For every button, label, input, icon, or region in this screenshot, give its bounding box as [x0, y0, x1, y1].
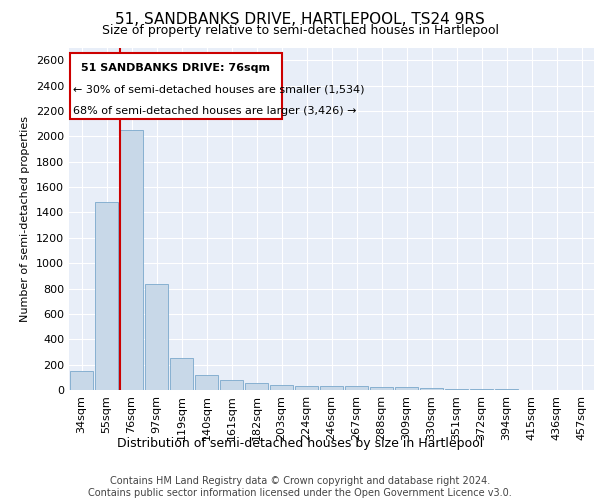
- Bar: [320, 386, 343, 390]
- Bar: [445, 389, 468, 390]
- Text: 51 SANDBANKS DRIVE: 76sqm: 51 SANDBANKS DRIVE: 76sqm: [81, 62, 270, 72]
- Bar: [220, 380, 243, 390]
- Text: 51, SANDBANKS DRIVE, HARTLEPOOL, TS24 9RS: 51, SANDBANKS DRIVE, HARTLEPOOL, TS24 9R…: [115, 12, 485, 28]
- Bar: [70, 371, 93, 390]
- Bar: [295, 386, 318, 390]
- Text: Distribution of semi-detached houses by size in Hartlepool: Distribution of semi-detached houses by …: [117, 438, 483, 450]
- Bar: [145, 284, 168, 390]
- Y-axis label: Number of semi-detached properties: Number of semi-detached properties: [20, 116, 31, 322]
- Bar: [395, 388, 418, 390]
- FancyBboxPatch shape: [70, 52, 281, 118]
- Text: Contains HM Land Registry data © Crown copyright and database right 2024.
Contai: Contains HM Land Registry data © Crown c…: [88, 476, 512, 498]
- Bar: [120, 130, 143, 390]
- Text: 68% of semi-detached houses are larger (3,426) →: 68% of semi-detached houses are larger (…: [73, 106, 357, 116]
- Text: ← 30% of semi-detached houses are smaller (1,534): ← 30% of semi-detached houses are smalle…: [73, 84, 365, 94]
- Bar: [420, 388, 443, 390]
- Bar: [370, 387, 393, 390]
- Bar: [245, 383, 268, 390]
- Bar: [95, 202, 118, 390]
- Bar: [270, 385, 293, 390]
- Bar: [195, 376, 218, 390]
- Bar: [345, 386, 368, 390]
- Bar: [170, 358, 193, 390]
- Text: Size of property relative to semi-detached houses in Hartlepool: Size of property relative to semi-detach…: [101, 24, 499, 37]
